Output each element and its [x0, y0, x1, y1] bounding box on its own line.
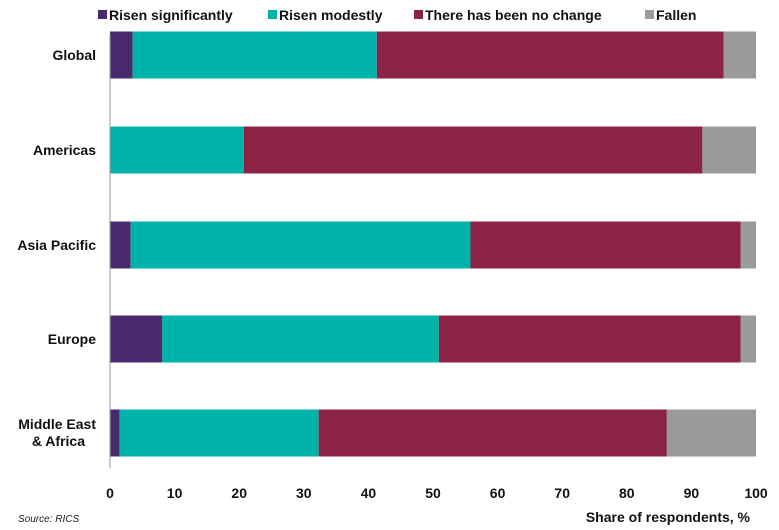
bar-segment	[723, 31, 756, 79]
category-label: Global	[52, 47, 96, 63]
bar-segment	[666, 409, 756, 457]
x-tick-label: 60	[490, 485, 506, 501]
category-label: Middle East & Africa	[18, 416, 96, 449]
x-tick-label: 90	[684, 485, 700, 501]
legend-swatch	[268, 10, 277, 19]
bar-segment	[110, 409, 120, 457]
x-axis-title: Share of respondents, %	[586, 509, 751, 525]
x-tick-label: 30	[296, 485, 312, 501]
bar-segment	[740, 221, 756, 269]
bar-segment	[110, 315, 163, 363]
legend: Risen significantly Risen modestly There h…	[98, 7, 696, 23]
bar-segment	[132, 31, 377, 79]
category-label: Europe	[48, 331, 96, 347]
bar-segment	[119, 409, 319, 457]
legend-label: There has been no change	[425, 7, 602, 23]
bar-segment	[162, 315, 439, 363]
bar-segment	[110, 126, 244, 174]
bar-segment	[110, 31, 133, 79]
bar-segment	[318, 409, 667, 457]
x-tick-labels: 0 10 20 30 40 50 60 70 80 90 100	[106, 485, 768, 501]
legend-label: Risen significantly	[109, 7, 233, 23]
x-tick-label: 0	[106, 485, 114, 501]
bars	[110, 31, 756, 457]
category-label: Americas	[33, 142, 96, 158]
bar-segment	[376, 31, 724, 79]
legend-label: Risen modestly	[279, 7, 383, 23]
source-note: Source: RICS	[18, 514, 80, 525]
bar-segment	[243, 126, 703, 174]
x-tick-label: 40	[361, 485, 377, 501]
bar-segment	[110, 221, 131, 269]
legend-swatch	[414, 10, 423, 19]
x-tick-label: 10	[167, 485, 183, 501]
legend-swatch	[645, 10, 654, 19]
x-tick-label: 20	[231, 485, 247, 501]
bar-segment	[702, 126, 756, 174]
x-tick-label: 100	[744, 485, 768, 501]
bar-segment	[740, 315, 756, 363]
bar-segment	[438, 315, 741, 363]
x-tick-label: 50	[425, 485, 441, 501]
legend-label: Fallen	[656, 7, 696, 23]
x-tick-label: 70	[554, 485, 570, 501]
category-labels: Global Americas Asia Pacific Europe Middle E…	[17, 47, 96, 449]
category-label: Asia Pacific	[17, 237, 96, 253]
legend-swatch	[98, 10, 107, 19]
bar-segment	[470, 221, 741, 269]
bar-segment	[130, 221, 471, 269]
x-tick-label: 80	[619, 485, 635, 501]
